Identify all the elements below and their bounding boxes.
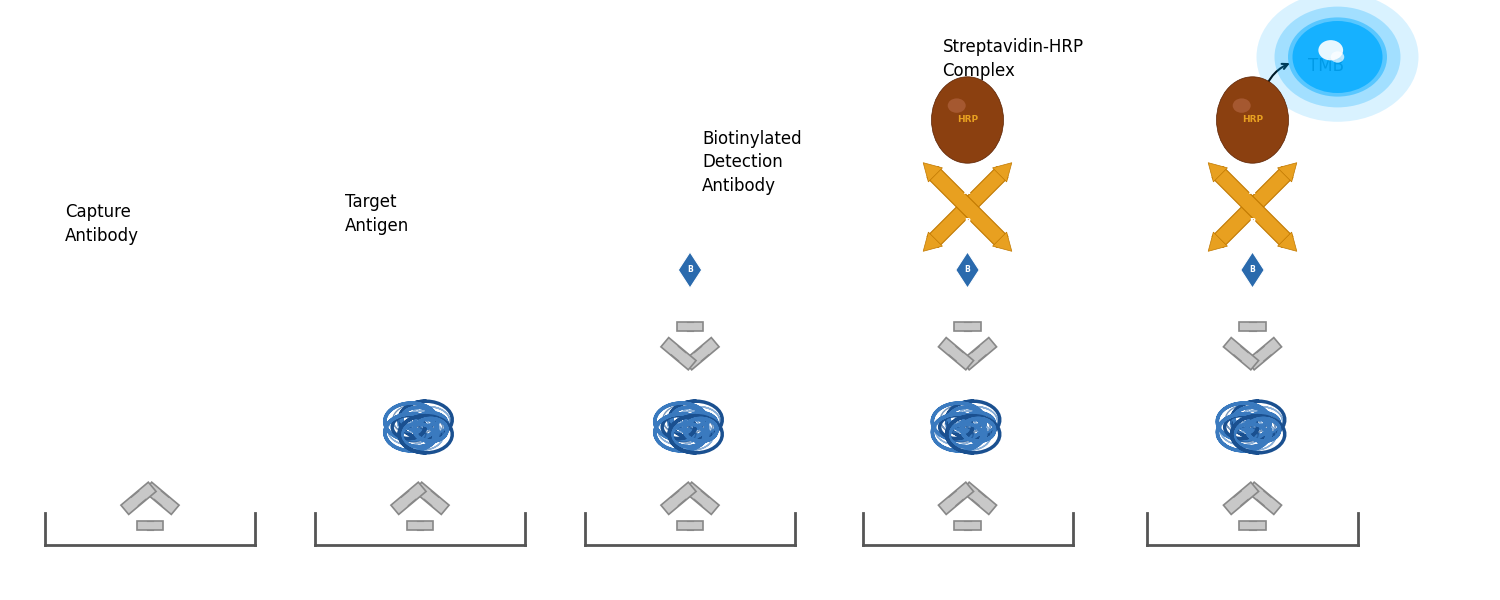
Text: B: B <box>687 265 693 275</box>
Polygon shape <box>962 338 996 370</box>
Polygon shape <box>1246 338 1281 370</box>
Polygon shape <box>1240 252 1264 288</box>
Text: Streptavidin-HRP
Complex: Streptavidin-HRP Complex <box>942 38 1083 80</box>
Text: B: B <box>964 218 970 227</box>
Polygon shape <box>956 252 980 288</box>
Polygon shape <box>1212 167 1293 247</box>
Polygon shape <box>676 521 703 530</box>
Polygon shape <box>939 482 974 514</box>
Ellipse shape <box>1216 77 1288 163</box>
Polygon shape <box>954 322 981 331</box>
Ellipse shape <box>948 98 966 113</box>
Polygon shape <box>1212 167 1293 247</box>
Polygon shape <box>922 163 942 182</box>
Text: TMB: TMB <box>1308 57 1344 75</box>
Polygon shape <box>392 482 426 514</box>
Polygon shape <box>993 163 1012 182</box>
Polygon shape <box>922 232 942 251</box>
Polygon shape <box>684 482 718 514</box>
Ellipse shape <box>1293 21 1383 93</box>
Polygon shape <box>1208 163 1227 182</box>
Text: Capture
Antibody: Capture Antibody <box>64 203 140 245</box>
Polygon shape <box>684 338 718 370</box>
Polygon shape <box>662 338 696 370</box>
Text: Biotinylated
Detection
Antibody: Biotinylated Detection Antibody <box>702 130 801 195</box>
Polygon shape <box>678 252 702 288</box>
Polygon shape <box>1224 338 1258 370</box>
Ellipse shape <box>1318 40 1342 61</box>
Text: A: A <box>1250 187 1256 196</box>
Text: B: B <box>1250 265 1256 275</box>
Polygon shape <box>136 521 164 530</box>
Polygon shape <box>1278 232 1298 251</box>
Text: HRP: HRP <box>1242 115 1263 124</box>
Polygon shape <box>993 232 1012 251</box>
Polygon shape <box>1278 163 1298 182</box>
Polygon shape <box>676 322 703 331</box>
Ellipse shape <box>1330 52 1344 62</box>
Polygon shape <box>406 521 433 530</box>
Polygon shape <box>1208 232 1227 251</box>
Text: B: B <box>1250 218 1256 227</box>
Polygon shape <box>1239 521 1266 530</box>
Ellipse shape <box>1275 7 1401 107</box>
Text: HRP: HRP <box>957 115 978 124</box>
Ellipse shape <box>1288 17 1388 97</box>
Polygon shape <box>414 482 448 514</box>
Polygon shape <box>927 167 1008 247</box>
Ellipse shape <box>1233 98 1251 113</box>
Polygon shape <box>954 521 981 530</box>
Ellipse shape <box>932 77 1004 163</box>
Polygon shape <box>962 482 996 514</box>
Text: Target
Antigen: Target Antigen <box>345 193 410 235</box>
Text: A: A <box>964 187 970 196</box>
Polygon shape <box>1239 322 1266 331</box>
Polygon shape <box>144 482 178 514</box>
Text: B: B <box>964 265 970 275</box>
Polygon shape <box>122 482 156 514</box>
Polygon shape <box>1246 482 1281 514</box>
Polygon shape <box>939 338 974 370</box>
Polygon shape <box>1224 482 1258 514</box>
Polygon shape <box>927 167 1008 247</box>
Polygon shape <box>662 482 696 514</box>
Ellipse shape <box>1257 0 1419 122</box>
